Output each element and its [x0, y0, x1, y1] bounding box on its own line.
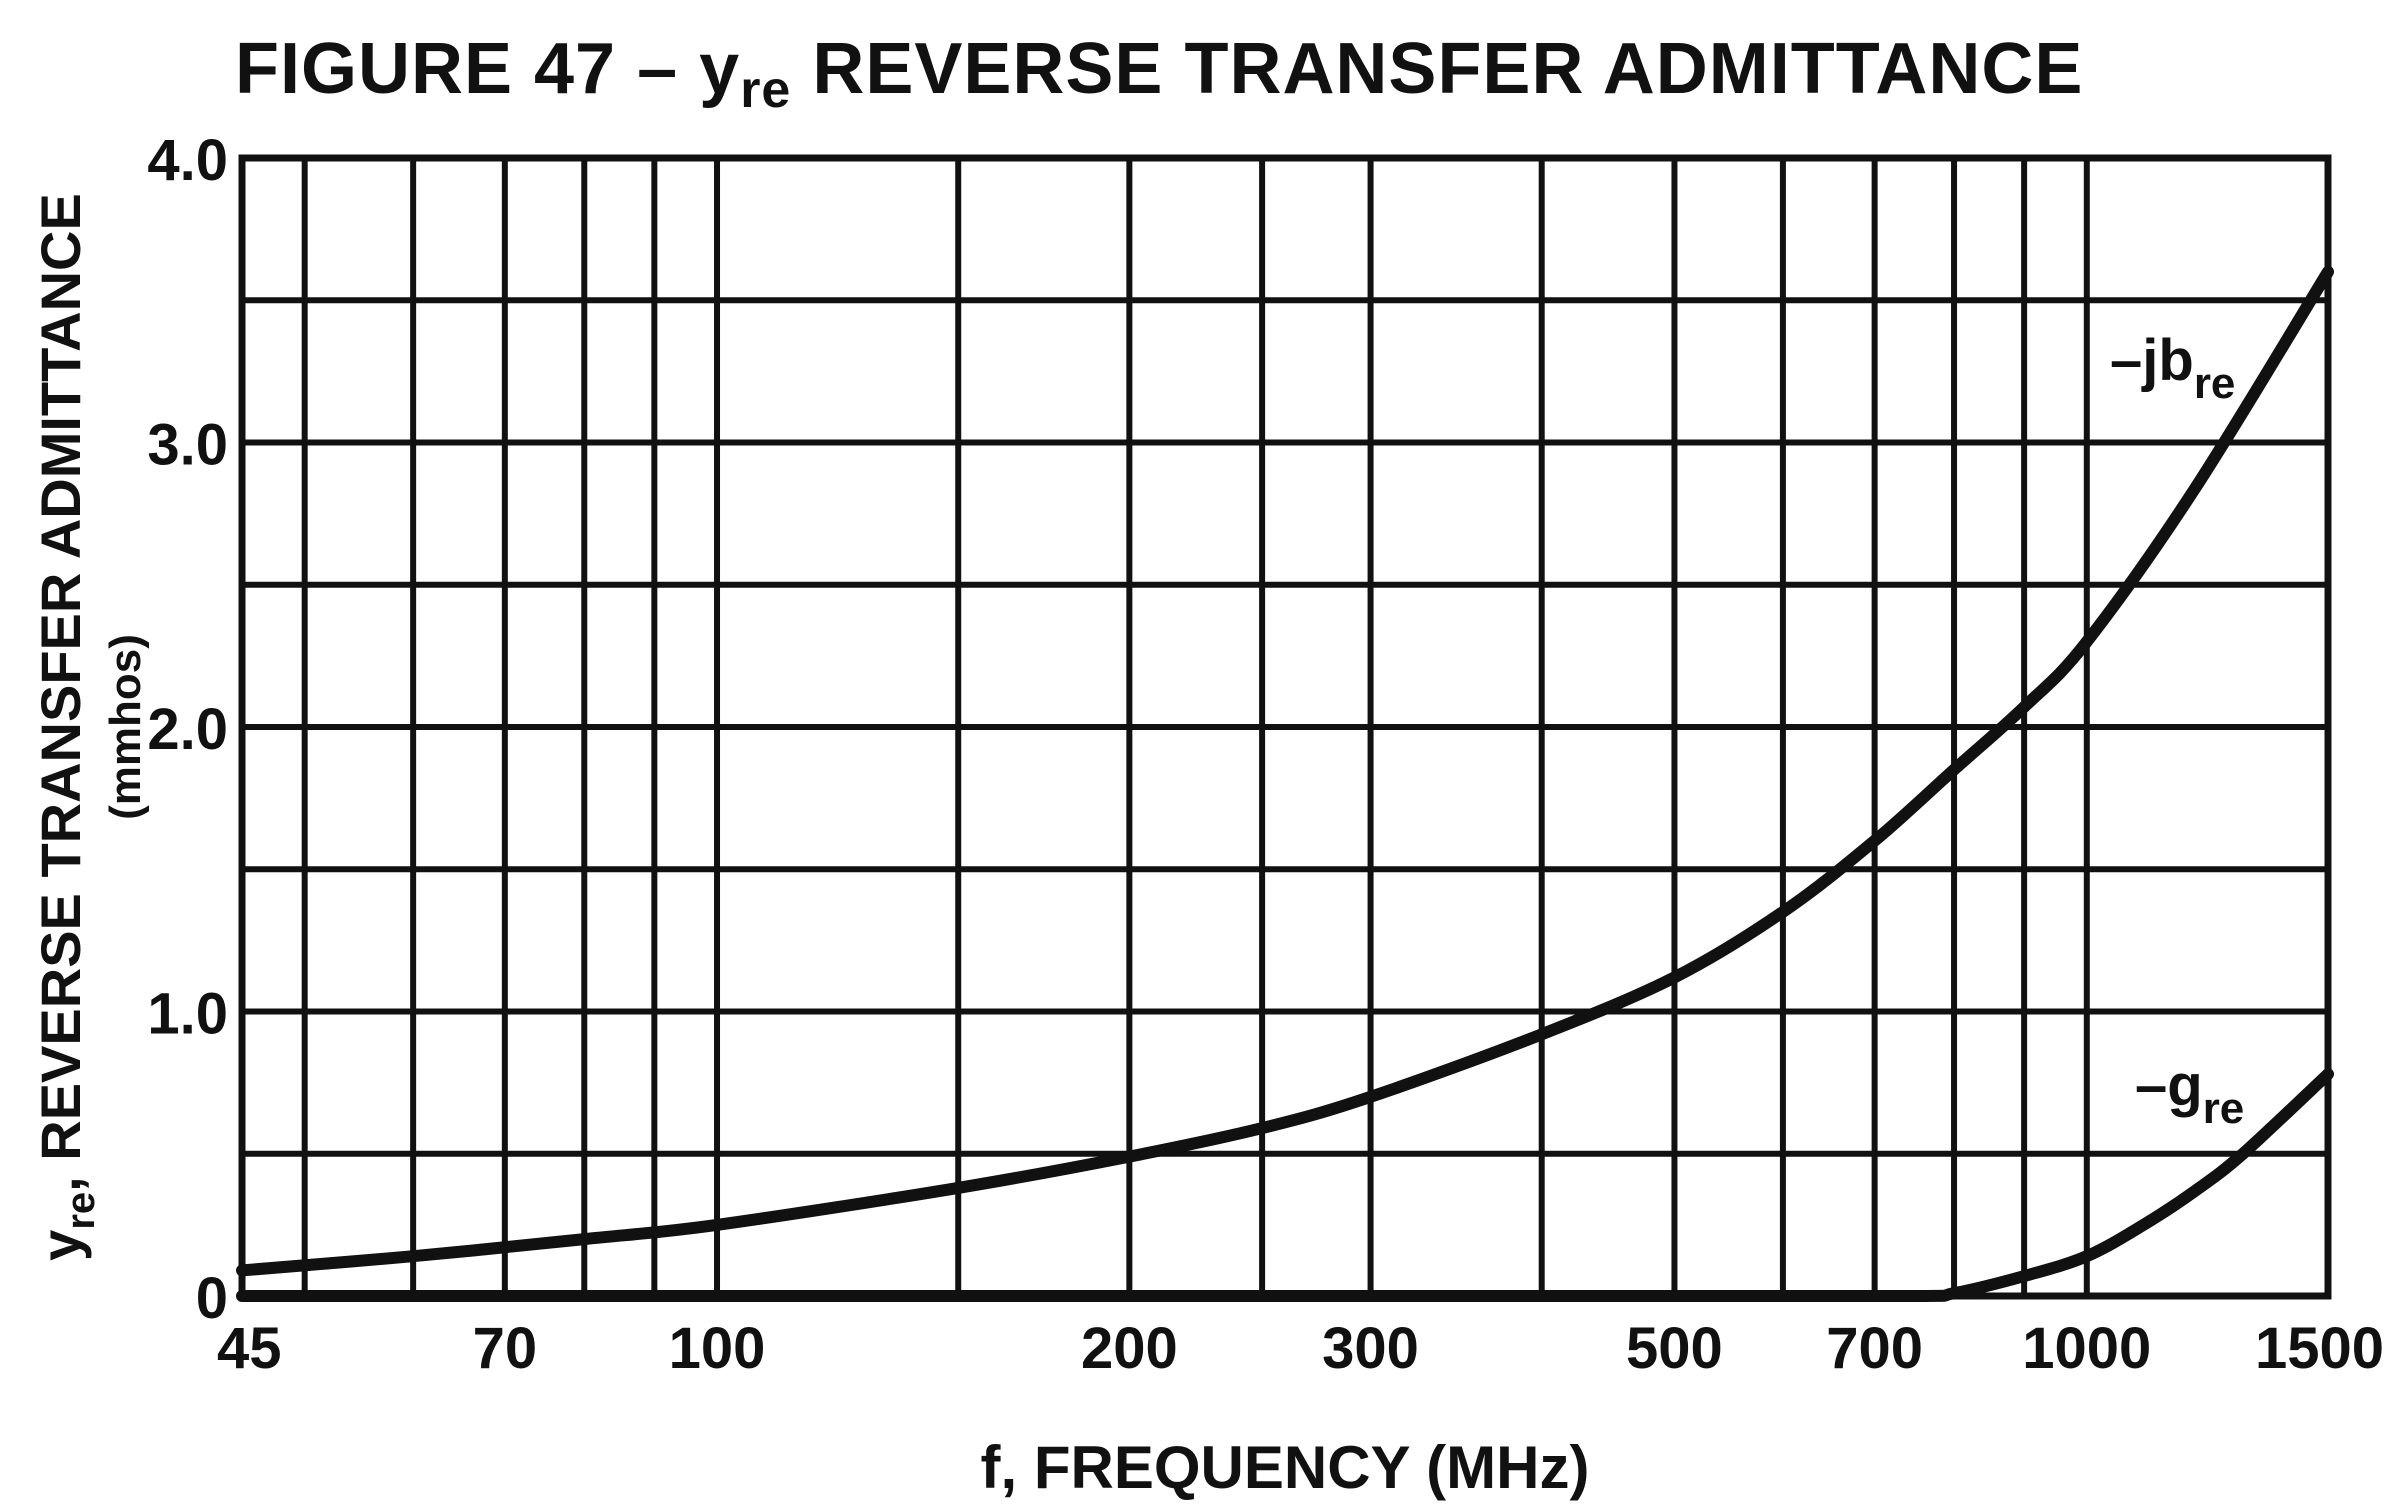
y-axis-title: yre, REVERSE TRANSFER ADMITTANCE (mmhos) — [29, 193, 150, 1261]
x-tick-label: 45 — [217, 1316, 282, 1381]
x-tick-label: 700 — [1826, 1316, 1923, 1381]
x-tick-labels: 45 70 100 200 300 500 700 1000 1500 — [217, 1316, 2384, 1381]
x-tick-label: 300 — [1322, 1316, 1419, 1381]
y-tick-label: 0 — [196, 1266, 228, 1331]
y-tick-label: 3.0 — [147, 413, 228, 478]
x-tick-label: 500 — [1626, 1316, 1723, 1381]
x-tick-label: 1500 — [2255, 1316, 2384, 1381]
series-label-gre: –gre — [2135, 1053, 2244, 1133]
chart-title-prefix: FIGURE 47 – y — [235, 29, 741, 109]
x-tick-label: 100 — [669, 1316, 766, 1381]
y-tick-label: 4.0 — [147, 128, 228, 193]
y-axis-title-main: yre, REVERSE TRANSFER ADMITTANCE — [29, 193, 103, 1261]
series-layer — [236, 265, 2334, 1303]
chart-title-subscript: re — [740, 61, 792, 119]
y-axis-title-unit: (mmhos) — [101, 634, 150, 820]
y-tick-labels: 0 1.0 2.0 3.0 4.0 — [147, 128, 228, 1331]
chart-title-suffix: REVERSE TRANSFER ADMITTANCE — [791, 29, 2084, 109]
x-tick-label: 70 — [473, 1316, 538, 1381]
y-tick-label: 1.0 — [147, 982, 228, 1047]
x-tick-label: 1000 — [2022, 1316, 2151, 1381]
series-line-0 — [236, 265, 2334, 1277]
series-label-jbre: –jbre — [2110, 328, 2235, 408]
y-tick-label: 2.0 — [147, 697, 228, 762]
x-tick-label: 200 — [1081, 1316, 1178, 1381]
x-axis-title: f, FREQUENCY (MHz) — [981, 1434, 1590, 1501]
series-line-1 — [236, 1068, 2334, 1303]
chart-title: FIGURE 47 – yre REVERSE TRANSFER ADMITTA… — [235, 28, 2255, 128]
